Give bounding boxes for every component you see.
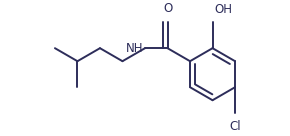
- Text: OH: OH: [215, 3, 233, 16]
- Text: O: O: [163, 2, 172, 16]
- Text: NH: NH: [126, 42, 143, 55]
- Text: Cl: Cl: [229, 120, 241, 133]
